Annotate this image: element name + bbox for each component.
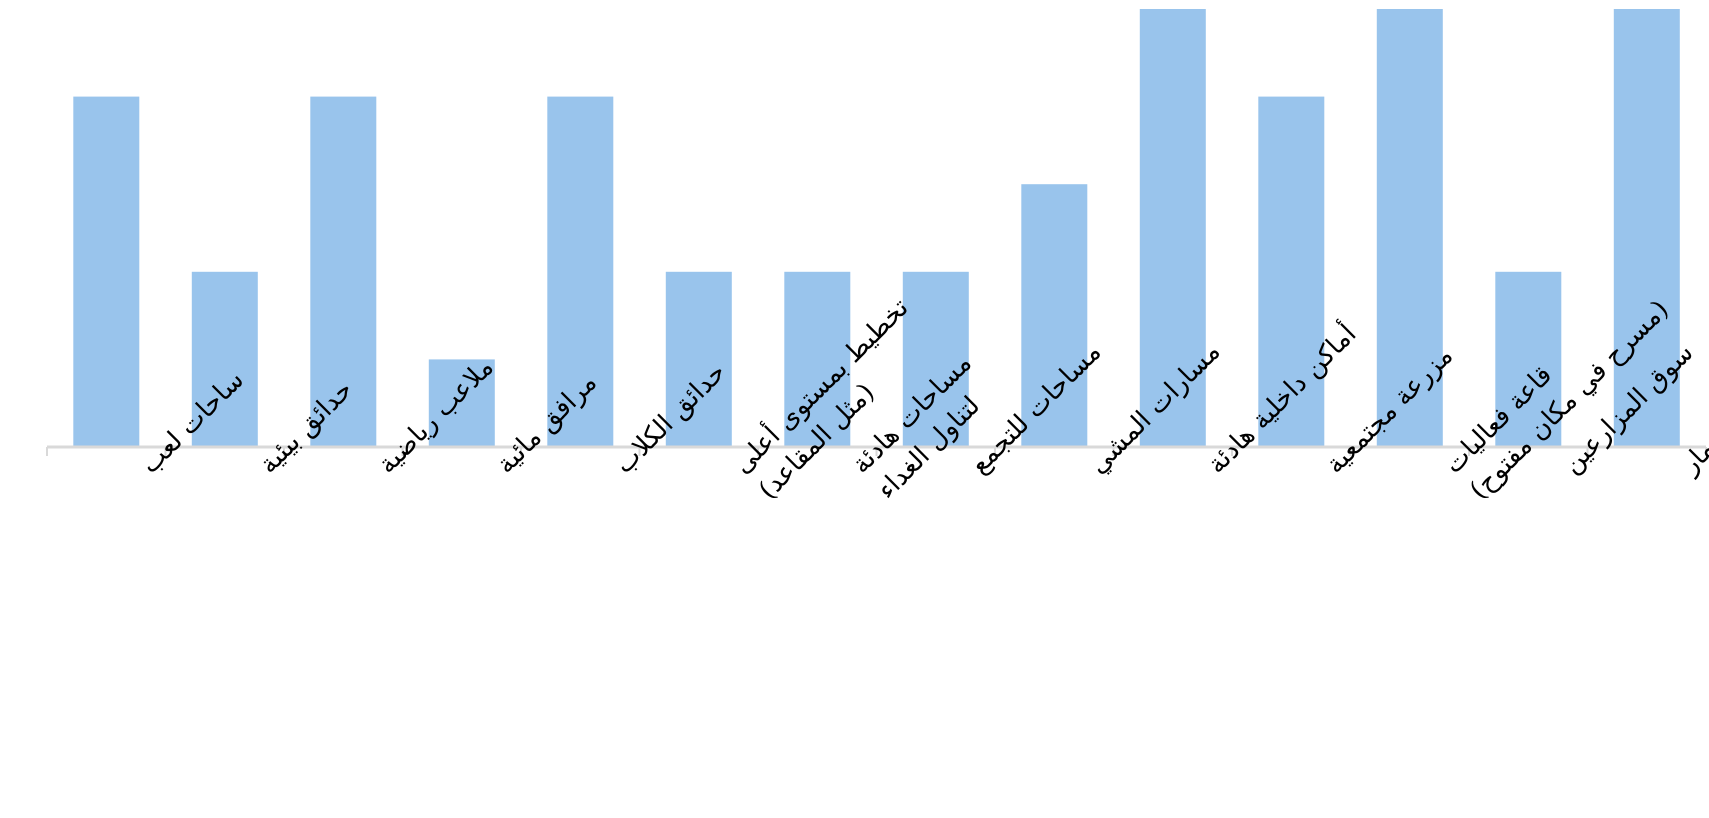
bar-9: [1139, 9, 1206, 447]
bars-group: [73, 9, 1680, 447]
bar-3: [428, 359, 495, 447]
x-axis-ticks: [46, 447, 1707, 456]
bar-1: [191, 271, 258, 447]
bar-0: [73, 96, 140, 447]
bar-7: [902, 271, 969, 447]
bar-5: [665, 271, 732, 447]
bar-4: [547, 96, 614, 447]
bar-11: [1376, 9, 1443, 447]
bar-10: [1258, 96, 1325, 447]
bar-8: [1021, 184, 1088, 447]
bar-6: [784, 271, 851, 447]
bar-13: [1613, 9, 1680, 447]
bar-2: [310, 96, 377, 447]
bar-12: [1495, 271, 1562, 447]
